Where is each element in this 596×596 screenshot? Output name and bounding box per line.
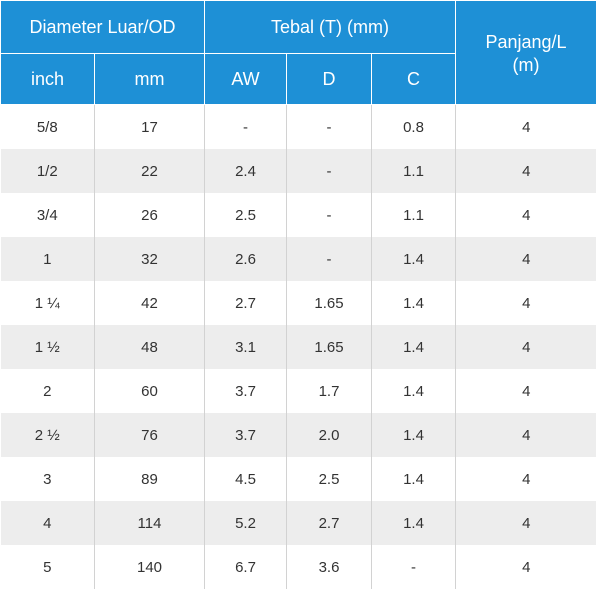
cell-length: 4 xyxy=(455,369,596,413)
header-length-line-2: (m) xyxy=(512,55,540,75)
cell-aw: 2.6 xyxy=(204,237,287,281)
cell-c: 1.1 xyxy=(370,149,457,193)
cell-length: 4 xyxy=(455,104,596,149)
header-aw: AW xyxy=(204,53,287,105)
cell-mm: 22 xyxy=(94,149,205,193)
cell-mm: 26 xyxy=(94,193,205,237)
cell-d: 1.65 xyxy=(286,281,372,325)
cell-length: 4 xyxy=(455,501,596,545)
cell-inch: 1 xyxy=(0,237,95,281)
cell-inch: 3 xyxy=(0,457,95,501)
header-length-line-1: Panjang/L xyxy=(485,32,567,52)
table-row: 1/2 22 2.4-1.1 4 xyxy=(0,149,596,193)
cell-inch: 4 xyxy=(0,501,95,545)
header-d: D xyxy=(286,53,372,105)
cell-inch: 1 ½ xyxy=(0,325,95,369)
cell-mm: 114 xyxy=(94,501,205,545)
cell-aw: 4.5 xyxy=(204,457,287,501)
cell-aw: 3.7 xyxy=(204,369,287,413)
table-row: 4 114 5.2 2.7 1.4 4 xyxy=(0,501,596,545)
cell-inch: 1 ¼ xyxy=(0,281,95,325)
table-row: 5 140 6.7 3.6-4 xyxy=(0,545,596,589)
header-row-groups: Diameter Luar/OD Tebal (T) (mm) Panjang/… xyxy=(0,0,596,105)
cell-d: 1.65 xyxy=(286,325,372,369)
cell-mm: 42 xyxy=(94,281,205,325)
cell-c: 1.4 xyxy=(370,237,457,281)
cell-length: 4 xyxy=(455,457,596,501)
cell-d: - xyxy=(286,104,372,149)
table-row: 2 60 3.7 1.7 1.4 4 xyxy=(0,369,596,413)
table-row: 1 32 2.6-1.4 4 xyxy=(0,237,596,281)
cell-inch: 5 xyxy=(0,545,95,589)
cell-inch: 1/2 xyxy=(0,149,95,193)
header-thickness: Tebal (T) (mm) xyxy=(203,0,457,54)
table-row: 5/8 17- -0.8 4 xyxy=(0,104,596,149)
cell-d: 2.0 xyxy=(286,413,372,457)
cell-mm: 76 xyxy=(94,413,205,457)
cell-aw: 2.7 xyxy=(204,281,287,325)
cell-inch: 2 xyxy=(0,369,95,413)
cell-length: 4 xyxy=(455,413,596,457)
cell-d: - xyxy=(286,237,372,281)
table-header: Diameter Luar/OD Tebal (T) (mm) Panjang/… xyxy=(0,0,596,105)
cell-c: 1.4 xyxy=(370,413,457,457)
cell-d: 1.7 xyxy=(286,369,372,413)
header-mm: mm xyxy=(94,53,205,105)
cell-inch: 2 ½ xyxy=(0,413,95,457)
cell-aw: 3.7 xyxy=(204,413,287,457)
cell-c: 0.8 xyxy=(370,104,457,149)
cell-aw: 2.5 xyxy=(204,193,287,237)
cell-d: - xyxy=(286,193,372,237)
header-row-units: inch mm AW D C xyxy=(0,53,596,105)
cell-d: - xyxy=(286,149,372,193)
cell-length: 4 xyxy=(455,193,596,237)
cell-mm: 140 xyxy=(94,545,205,589)
cell-c: 1.4 xyxy=(370,325,457,369)
cell-d: 3.6 xyxy=(286,545,372,589)
cell-length: 4 xyxy=(455,237,596,281)
header-inch: inch xyxy=(0,53,95,105)
cell-mm: 60 xyxy=(94,369,205,413)
cell-c: 1.4 xyxy=(370,281,457,325)
table-body: 5/8 17- -0.8 4 1/2 22 2.4-1.1 4 3/4 26 2.5-1.1 4 1 32… xyxy=(0,104,596,589)
header-length: Panjang/L (m) xyxy=(455,0,596,105)
cell-d: 2.7 xyxy=(286,501,372,545)
cell-c: 1.1 xyxy=(370,193,457,237)
cell-c: 1.4 xyxy=(370,457,457,501)
header-outer-diameter: Diameter Luar/OD xyxy=(0,0,205,54)
table-row: 1 ½ 48 3.1 1.65 1.4 4 xyxy=(0,325,596,369)
cell-mm: 32 xyxy=(94,237,205,281)
cell-aw: 3.1 xyxy=(204,325,287,369)
header-c: C xyxy=(370,53,457,105)
cell-length: 4 xyxy=(455,149,596,193)
table-row: 1 ¼ 42 2.7 1.65 1.4 4 xyxy=(0,281,596,325)
table-row: 3 89 4.5 2.5 1.4 4 xyxy=(0,457,596,501)
cell-inch: 5/8 xyxy=(0,104,95,149)
cell-length: 4 xyxy=(455,281,596,325)
cell-aw: 2.4 xyxy=(204,149,287,193)
cell-aw: 5.2 xyxy=(204,501,287,545)
cell-mm: 48 xyxy=(94,325,205,369)
cell-mm: 89 xyxy=(94,457,205,501)
cell-c: 1.4 xyxy=(370,369,457,413)
cell-length: 4 xyxy=(455,545,596,589)
cell-d: 2.5 xyxy=(286,457,372,501)
cell-mm: 17 xyxy=(94,104,205,149)
table-row: 3/4 26 2.5-1.1 4 xyxy=(0,193,596,237)
cell-aw: 6.7 xyxy=(204,545,287,589)
cell-length: 4 xyxy=(455,325,596,369)
cell-inch: 3/4 xyxy=(0,193,95,237)
cell-c: - xyxy=(370,545,457,589)
table-row: 2 ½ 76 3.7 2.0 1.4 4 xyxy=(0,413,596,457)
cell-aw: - xyxy=(204,104,287,149)
cell-c: 1.4 xyxy=(370,501,457,545)
